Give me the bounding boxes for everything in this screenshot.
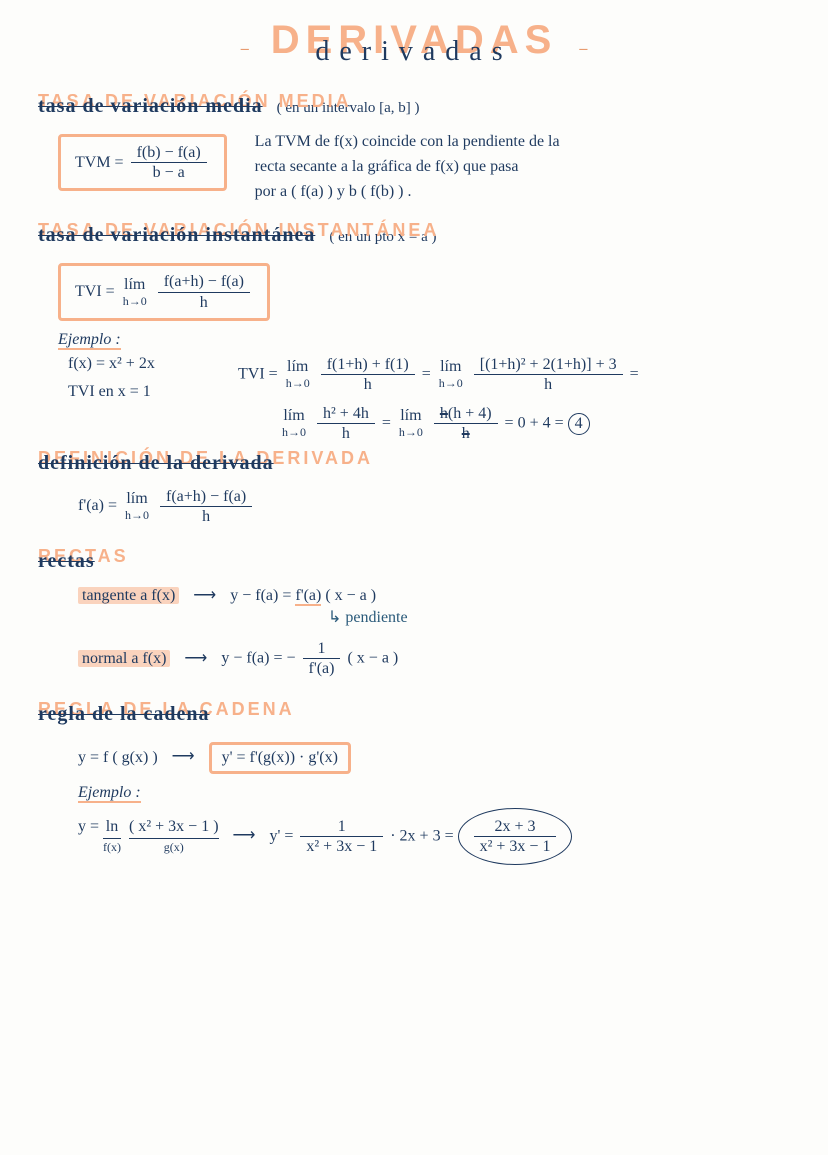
arrow-icon: ⟶ — [184, 650, 207, 667]
arrow-icon: ⟶ — [172, 748, 195, 765]
ej1-step1: TVI = límh→0 f(1+h) + f(1)h = límh→0 [(1… — [238, 355, 639, 394]
section-cadena-header: REGLA DE LA CADENA regla de la cadena — [38, 703, 210, 726]
tvm-desc-l1: La TVM de f(x) coincide con la pendiente… — [255, 133, 560, 150]
title-dash-left: – — [241, 40, 249, 57]
title-script: derivadas — [271, 36, 558, 68]
tvm-formula-box: TVM = f(b) − f(a) b − a — [58, 134, 227, 191]
section-tvm-header: TASA DE VARIACIÓN MEDIA tasa de variació… — [38, 95, 263, 118]
title: – DERIVADAS derivadas – — [38, 18, 790, 63]
section-tvi-header: TASA DE VARIACIÓN INSTANTÁNEA tasa de va… — [38, 224, 315, 247]
section-def-header: DEFINICIÓN DE LA DERIVADA definición de … — [38, 452, 274, 475]
ej2-answer: 2x + 3x² + 3x − 1 — [458, 808, 573, 865]
section-rectas-header: RECTAS rectas — [38, 550, 95, 573]
title-dash-right: – — [579, 40, 587, 57]
cadena-box: y' = f'(g(x)) · g'(x) — [209, 742, 351, 774]
page: – DERIVADAS derivadas – TASA DE VARIACIÓ… — [0, 0, 828, 891]
ejemplo1-body: f(x) = x² + 2x TVI en x = 1 TVI = límh→0… — [38, 355, 790, 444]
ej1-result: 4 — [568, 413, 590, 435]
tvi-lim: lím h→0 — [123, 276, 147, 309]
arg-labeled: ( x² + 3x − 1 ) g(x) — [129, 818, 219, 855]
arrow-icon: ⟶ — [233, 827, 256, 844]
tvm-formula-row: TVM = f(b) − f(a) b − a La TVM de f(x) c… — [58, 130, 790, 204]
recta-tangente: tangente a f(x) ⟶ y − f(a) = f'(a) ( x −… — [78, 585, 790, 627]
pendiente-hook: ↳ pendiente — [328, 607, 790, 627]
ln-labeled: ln f(x) — [103, 818, 121, 855]
cadena-formula: y = f ( g(x) ) ⟶ y' = f'(g(x)) · g'(x) — [78, 738, 790, 778]
tvm-desc-l2: recta secante a la gráfica de f(x) que p… — [255, 158, 519, 175]
ejemplo2-label: Ejemplo : — [78, 784, 790, 802]
recta-normal: normal a f(x) ⟶ y − f(a) = − 1f'(a) ( x … — [78, 639, 790, 678]
tvi-formula-box: TVI = lím h→0 f(a+h) − f(a) h — [58, 263, 270, 320]
tvi-formula-row: TVI = lím h→0 f(a+h) − f(a) h — [58, 259, 790, 324]
tvm-frac: f(b) − f(a) b − a — [131, 143, 207, 182]
ej1-given1: f(x) = x² + 2x — [68, 355, 238, 373]
ej1-step2: límh→0 h² + 4hh = límh→0 h(h + 4) h = 0 … — [278, 404, 590, 443]
def-formula: f'(a) = límh→0 f(a+h) − f(a)h — [78, 487, 790, 526]
tangent-slope: f'(a) — [295, 587, 321, 606]
tvm-desc-l3: por a ( f(a) ) y b ( f(b) ) . — [255, 183, 412, 200]
ej1-given2: TVI en x = 1 — [68, 383, 238, 401]
ejemplo1-label: Ejemplo : — [58, 331, 790, 349]
arrow-icon: ⟶ — [193, 587, 216, 604]
ejemplo2-body: y = ln f(x) ( x² + 3x − 1 ) g(x) ⟶ y' = … — [78, 808, 790, 865]
